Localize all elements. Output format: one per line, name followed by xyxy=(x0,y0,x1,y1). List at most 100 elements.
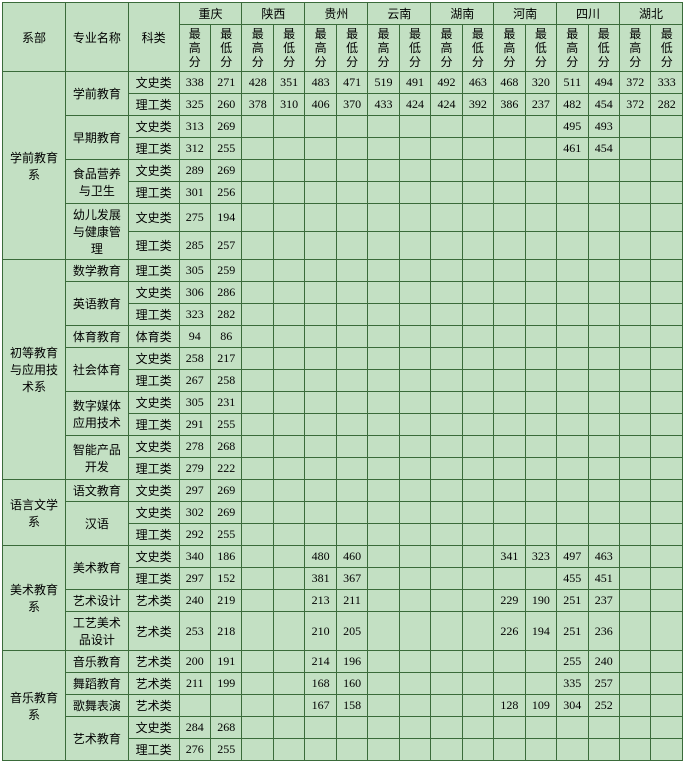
category-cell: 理工类 xyxy=(128,739,179,761)
major-cell: 数字媒体应用技术 xyxy=(65,392,128,436)
score-cell xyxy=(557,260,588,282)
score-cell: 292 xyxy=(179,524,210,546)
score-cell xyxy=(588,204,619,232)
score-cell xyxy=(242,260,273,282)
category-cell: 艺术类 xyxy=(128,695,179,717)
score-cell xyxy=(620,116,651,138)
score-cell xyxy=(211,695,242,717)
score-cell xyxy=(368,182,399,204)
score-cell: 236 xyxy=(588,612,619,651)
score-cell xyxy=(620,546,651,568)
score-cell: 211 xyxy=(179,673,210,695)
score-cell xyxy=(651,480,683,502)
score-cell: 191 xyxy=(211,651,242,673)
score-cell xyxy=(525,524,556,546)
score-cell xyxy=(651,414,683,436)
score-cell xyxy=(242,673,273,695)
score-cell xyxy=(399,673,430,695)
score-cell xyxy=(620,590,651,612)
score-cell xyxy=(525,182,556,204)
score-cell: 313 xyxy=(179,116,210,138)
header-dept: 系部 xyxy=(3,3,66,72)
score-cell xyxy=(273,282,304,304)
score-cell: 276 xyxy=(179,739,210,761)
score-cell xyxy=(336,138,367,160)
score-cell xyxy=(651,717,683,739)
score-cell xyxy=(336,304,367,326)
score-cell xyxy=(273,348,304,370)
score-cell: 86 xyxy=(211,326,242,348)
score-cell: 200 xyxy=(179,651,210,673)
score-cell xyxy=(462,590,493,612)
score-cell xyxy=(242,546,273,568)
score-cell xyxy=(588,458,619,480)
score-cell xyxy=(273,651,304,673)
category-cell: 文史类 xyxy=(128,436,179,458)
score-cell: 335 xyxy=(557,673,588,695)
score-cell xyxy=(588,480,619,502)
score-cell xyxy=(525,739,556,761)
score-cell xyxy=(368,502,399,524)
score-cell: 240 xyxy=(588,651,619,673)
score-cell xyxy=(557,717,588,739)
score-cell xyxy=(305,138,336,160)
score-cell xyxy=(651,160,683,182)
score-cell xyxy=(336,524,367,546)
score-cell xyxy=(620,326,651,348)
score-cell: 454 xyxy=(588,94,619,116)
score-cell xyxy=(620,348,651,370)
score-cell xyxy=(399,304,430,326)
score-cell: 268 xyxy=(211,717,242,739)
score-cell: 211 xyxy=(336,590,367,612)
score-cell xyxy=(620,673,651,695)
score-cell xyxy=(273,326,304,348)
score-cell xyxy=(242,739,273,761)
score-cell xyxy=(273,524,304,546)
score-cell xyxy=(399,182,430,204)
table-row: 学前教育系学前教育文史类3382714283514834715194914924… xyxy=(3,72,683,94)
score-cell xyxy=(462,348,493,370)
score-cell: 455 xyxy=(557,568,588,590)
header-province: 陕西 xyxy=(242,3,305,25)
score-cell xyxy=(588,282,619,304)
score-cell xyxy=(494,348,525,370)
score-cell xyxy=(557,182,588,204)
score-cell xyxy=(588,326,619,348)
score-cell xyxy=(557,392,588,414)
dept-cell: 初等教育与应用技术系 xyxy=(3,260,66,480)
score-cell xyxy=(651,304,683,326)
header-score-type: 最低分 xyxy=(399,25,430,72)
score-cell xyxy=(494,480,525,502)
score-cell xyxy=(399,546,430,568)
score-cell xyxy=(651,546,683,568)
score-cell: 256 xyxy=(211,182,242,204)
score-cell xyxy=(431,739,462,761)
score-cell: 240 xyxy=(179,590,210,612)
score-cell: 160 xyxy=(336,673,367,695)
score-cell: 257 xyxy=(588,673,619,695)
score-cell xyxy=(620,480,651,502)
category-cell: 理工类 xyxy=(128,524,179,546)
score-cell xyxy=(399,590,430,612)
score-cell xyxy=(494,160,525,182)
score-cell xyxy=(620,304,651,326)
score-cell xyxy=(462,458,493,480)
score-cell xyxy=(525,673,556,695)
score-cell xyxy=(651,138,683,160)
table-row: 初等教育与应用技术系数学教育理工类305259 xyxy=(3,260,683,282)
category-cell: 艺术类 xyxy=(128,612,179,651)
score-cell: 251 xyxy=(557,612,588,651)
score-cell xyxy=(494,524,525,546)
header-score-type: 最低分 xyxy=(651,25,683,72)
score-cell: 152 xyxy=(211,568,242,590)
score-cell xyxy=(368,568,399,590)
score-cell: 285 xyxy=(179,232,210,260)
score-cell xyxy=(431,502,462,524)
score-cell xyxy=(525,138,556,160)
score-cell xyxy=(242,590,273,612)
score-cell: 255 xyxy=(211,739,242,761)
score-cell xyxy=(368,160,399,182)
score-cell xyxy=(620,204,651,232)
category-cell: 理工类 xyxy=(128,370,179,392)
score-cell xyxy=(462,304,493,326)
